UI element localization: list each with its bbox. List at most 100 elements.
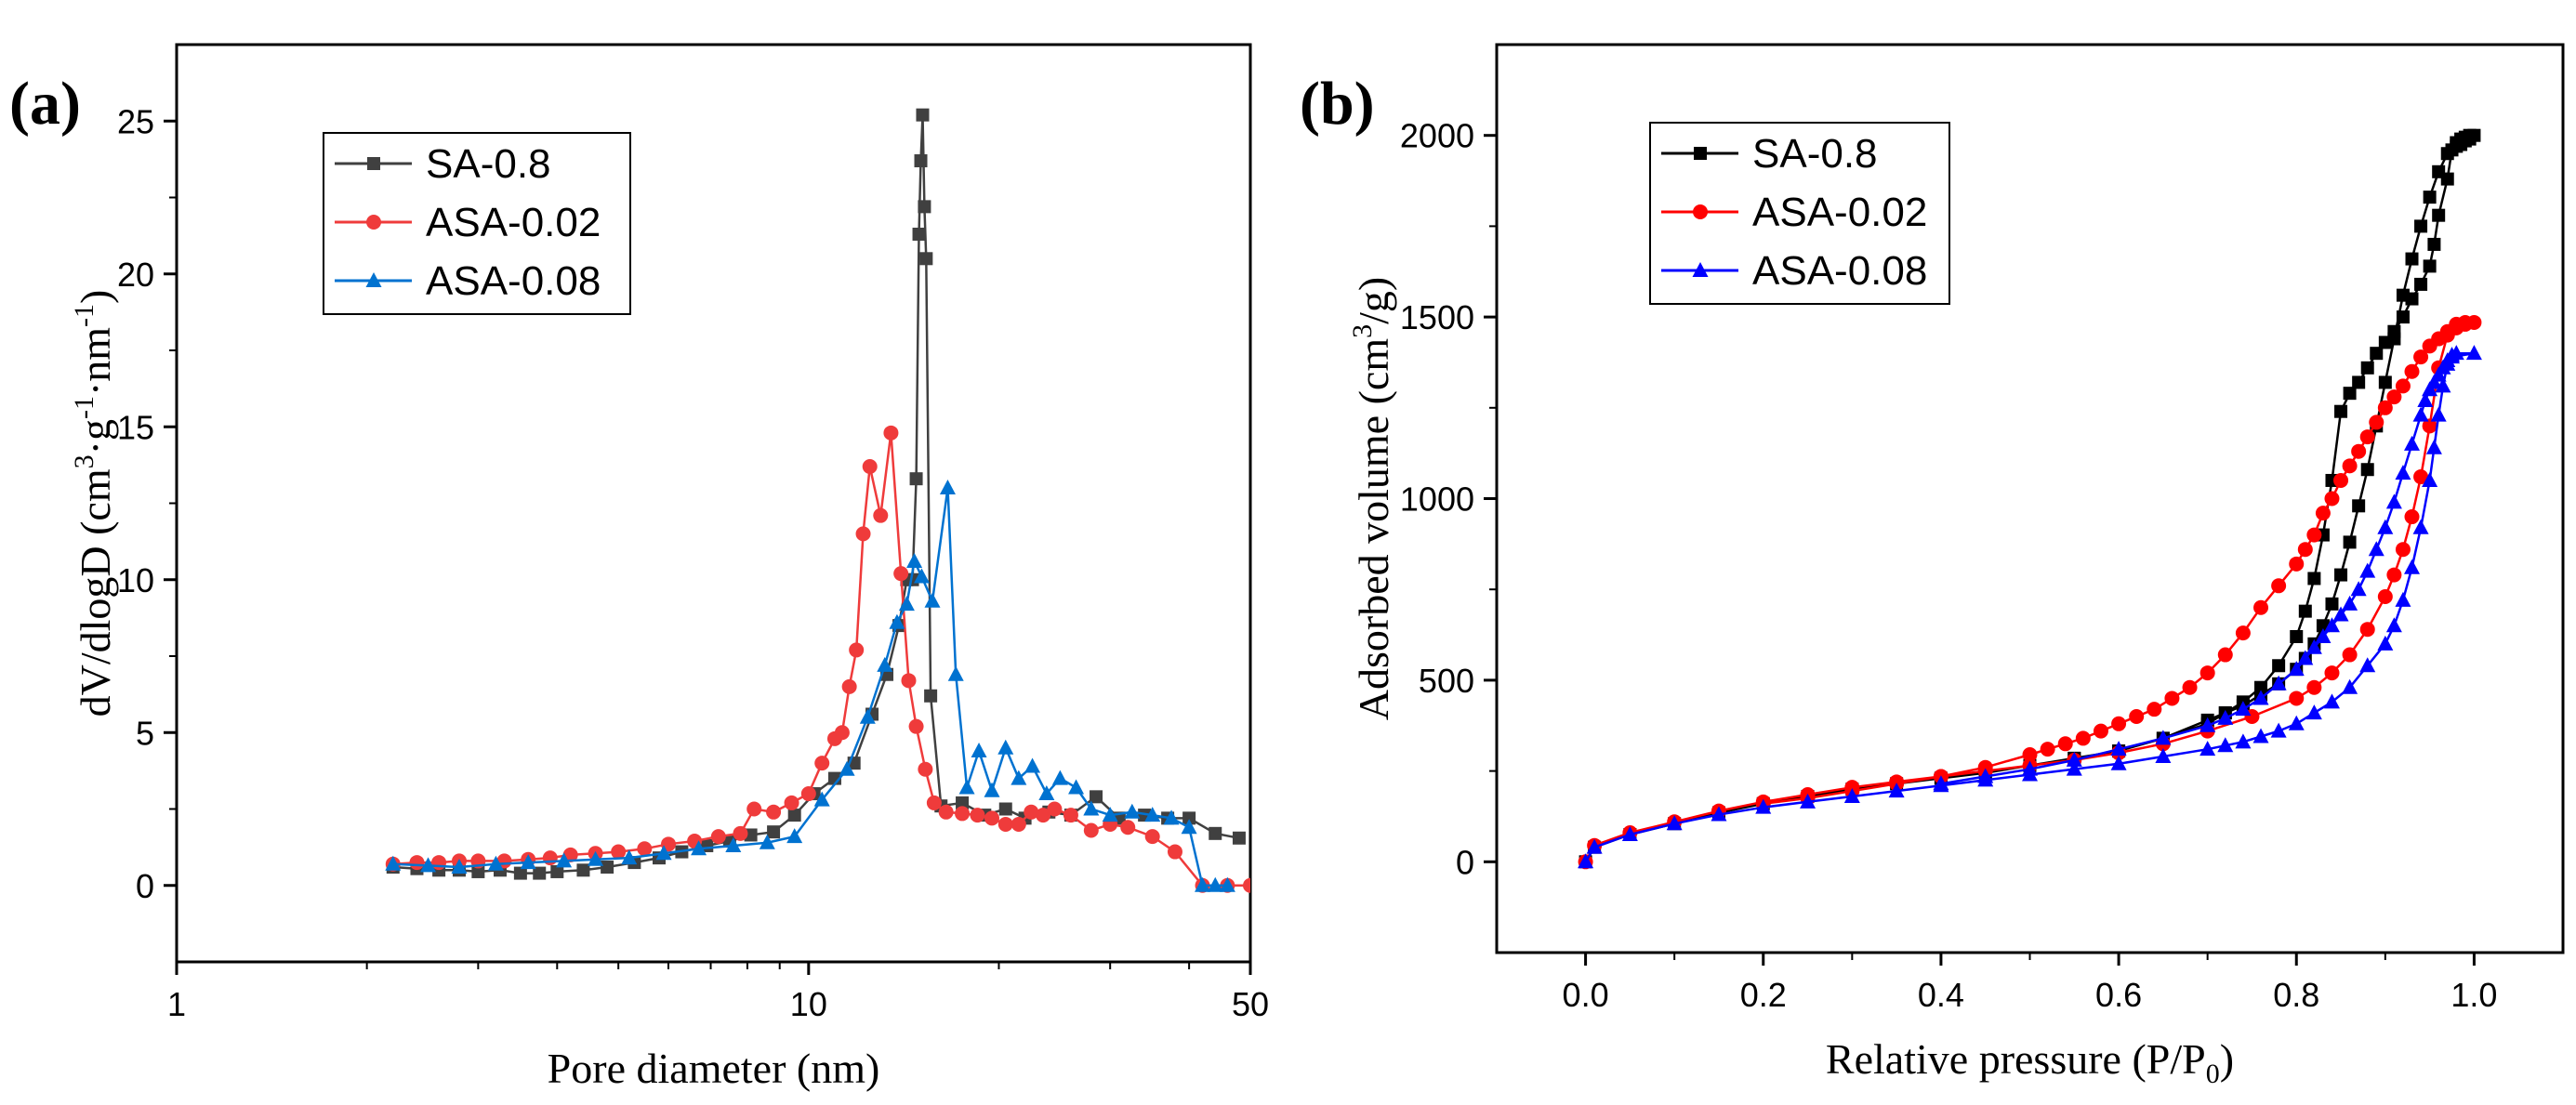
- panel-b-data-point: [2378, 375, 2392, 389]
- panel-a-data-point: [611, 844, 627, 860]
- panel-b-data-point: [2200, 665, 2215, 681]
- panel-b-data-point: [2422, 471, 2438, 487]
- panel-b-data-point: [2306, 679, 2322, 695]
- panel-b-legend-label: SA-0.8: [1752, 131, 1878, 177]
- panel-a-data-point: [873, 507, 889, 523]
- panel-b-data-point: [2404, 435, 2421, 451]
- panel-a-data-point: [471, 864, 485, 878]
- panel-a-data-point: [1163, 809, 1180, 825]
- panel-a-data-point: [487, 855, 504, 871]
- panel-b-data-point: [2404, 559, 2421, 574]
- panel-a-label: (a): [9, 70, 81, 138]
- panel-a-data-point: [862, 459, 878, 475]
- panel-b-data-point: [2423, 259, 2437, 273]
- panel-b-data-point: [2359, 562, 2376, 578]
- panel-b-data-point: [2359, 657, 2376, 673]
- panel-b-data-point: [2425, 439, 2442, 454]
- panel-b-data-point: [2305, 638, 2322, 654]
- panel-a-data-point: [1083, 800, 1100, 816]
- panel-a-data-point: [513, 866, 527, 880]
- panel-a-data-point: [939, 480, 956, 495]
- panel-b-data-point: [2324, 665, 2340, 681]
- panel-b-data-point: [2385, 493, 2402, 509]
- panel-a-legend-label: ASA-0.08: [426, 258, 601, 304]
- panel-b-data-point: [2288, 661, 2305, 677]
- panel-b-data-point: [2297, 650, 2314, 665]
- panel-a-data-point: [947, 665, 964, 681]
- panel-b-data-point: [2405, 292, 2419, 306]
- panel-b-label: (b): [1300, 70, 1375, 138]
- panel-b-data-point: [2324, 491, 2340, 506]
- panel-a-xtick-label: 1: [167, 985, 186, 1023]
- panel-b-data-point: [2352, 375, 2366, 389]
- panel-b-xtick-label: 1.0: [2451, 976, 2497, 1014]
- panel-b-data-point: [2297, 542, 2313, 558]
- panel-b-data-point: [2271, 578, 2287, 594]
- panel-b-data-point: [2252, 728, 2269, 743]
- panel-b-data-point: [2235, 625, 2251, 641]
- panel-a-ytick-label: 0: [136, 867, 154, 905]
- panel-a-data-point: [919, 252, 933, 266]
- panel-a-data-point: [1144, 829, 1160, 845]
- panel-b-data-point: [2445, 143, 2459, 157]
- panel-b-data-point: [2110, 755, 2127, 770]
- panel-b-data-point: [2332, 606, 2349, 622]
- panel-b-data-point: [2368, 541, 2384, 557]
- panel-a-data-point: [841, 678, 857, 694]
- panel-a-ytick-label: 5: [136, 714, 154, 752]
- panel-b-ytick-label: 1000: [1400, 480, 1474, 519]
- panel-a-data-point: [759, 834, 775, 849]
- panel-a-data-point: [1209, 826, 1222, 840]
- panel-a-data-point: [556, 852, 573, 868]
- panel-b-data-point: [2378, 335, 2392, 349]
- panel-a-data-point: [1047, 801, 1063, 817]
- panel-b-data-point: [2288, 715, 2305, 730]
- panel-b-data-point: [2289, 556, 2305, 572]
- panel-a-ylabel-part: -1: [69, 396, 99, 419]
- panel-a-data-point: [909, 472, 923, 486]
- panel-a-xtick-label: 10: [790, 985, 827, 1023]
- panel-b-data-point: [2334, 568, 2348, 582]
- panel-a-data-point: [839, 760, 855, 776]
- panel-a-ylabel-part: ·g: [72, 419, 119, 454]
- panel-a-data-point: [1219, 876, 1235, 892]
- panel-a-data-point: [533, 866, 547, 880]
- panel-b-data-point: [2422, 418, 2437, 434]
- panel-a-data-point: [984, 782, 1000, 797]
- panel-a-data-point: [997, 739, 1014, 755]
- panel-b-data-point: [2351, 443, 2367, 459]
- panel-a-data-point: [1083, 822, 1099, 838]
- panel-b-data-point: [2422, 381, 2438, 397]
- panel-a-data-point: [1181, 819, 1197, 835]
- panel-a-ylabel-part: ·nm: [72, 327, 119, 396]
- panel-b-legend-label: ASA-0.02: [1752, 190, 1927, 235]
- panel-a-data-point: [767, 825, 781, 839]
- panel-b-xlabel-part: 0: [2206, 1059, 2220, 1089]
- panel-b-data-point: [2360, 361, 2374, 375]
- panel-a-series-line: [392, 432, 1250, 888]
- panel-b-data-point: [2307, 572, 2321, 585]
- panel-a-data-point: [691, 840, 707, 856]
- panel-a-data-point: [906, 553, 923, 569]
- panel-a-data-point: [786, 828, 803, 844]
- panel-b-data-point: [2413, 349, 2429, 365]
- panel-a-data-point: [849, 642, 865, 658]
- panel-b-data-point: [2377, 589, 2393, 605]
- panel-b-data-point: [1843, 787, 1860, 803]
- panel-b-data-point: [1933, 775, 1949, 791]
- panel-b-data-point: [2066, 760, 2082, 776]
- panel-b-data-point: [2412, 406, 2429, 422]
- panel-b-legend-marker: [1692, 262, 1709, 277]
- panel-a-data-point: [918, 761, 933, 777]
- panel-b-data-point: [2387, 324, 2401, 338]
- panel-a-ylabel-part: 3: [69, 454, 99, 468]
- panel-b-data-point: [2342, 458, 2358, 474]
- panel-a-series-ASA-0.02: [385, 425, 1250, 893]
- panel-b-data-point: [2235, 733, 2252, 749]
- panel-a-data-point: [901, 673, 917, 689]
- panel-b-xlabel: Relative pressure (P/P0): [1826, 1035, 2234, 1089]
- panel-a-ylabel: dV/dlogD (cm3·g-1·nm-1): [69, 290, 119, 717]
- panel-a-data-point: [733, 825, 748, 841]
- panel-a-data-point: [924, 592, 941, 608]
- panel-a-data-point: [420, 857, 437, 873]
